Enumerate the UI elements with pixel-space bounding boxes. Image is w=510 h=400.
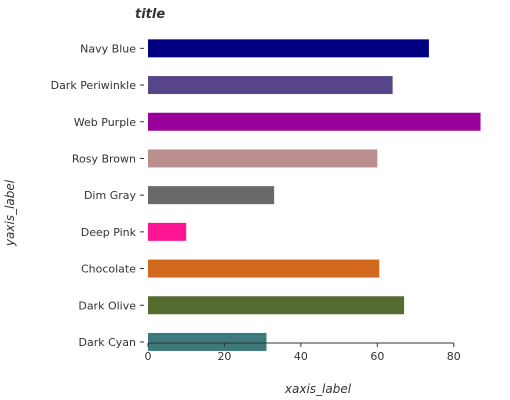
y-tick-label: Rosy Brown [72, 152, 136, 165]
x-tick-label: 20 [217, 350, 231, 363]
y-tick-label: Dark Cyan [78, 336, 136, 349]
chart-title: title [135, 7, 165, 22]
y-tick-label: Dark Periwinkle [51, 79, 137, 92]
bar-web-purple [148, 112, 481, 131]
x-axis-title: xaxis_label [284, 382, 352, 396]
bar-dark-cyan [148, 332, 267, 351]
x-axis: 0 20 40 60 80 [145, 342, 461, 363]
bars [148, 39, 481, 351]
y-tick-label: Web Purple [74, 116, 136, 129]
x-tick-label: 60 [370, 350, 384, 363]
bar-dark-periwinkle [148, 76, 393, 95]
y-tick-label: Deep Pink [81, 226, 137, 239]
y-axis-tick-labels: Dark Cyan Dark Olive Chocolate Deep Pink Dim… [51, 42, 144, 349]
bar-chocolate [148, 259, 380, 278]
y-axis-title: yaxis_label [3, 179, 17, 247]
bar-dark-olive [148, 296, 405, 315]
bar-navy-blue [148, 39, 429, 58]
bar-dim-gray [148, 186, 275, 205]
y-tick-label: Dark Olive [78, 299, 136, 312]
x-tick-label: 40 [294, 350, 308, 363]
bar-deep-pink [148, 222, 187, 241]
y-tick-label: Navy Blue [80, 42, 136, 55]
y-tick-label: Chocolate [81, 263, 136, 276]
x-tick-label: 0 [145, 350, 152, 363]
bar-rosy-brown [148, 149, 378, 168]
y-tick-label: Dim Gray [84, 189, 137, 202]
x-tick-label: 80 [447, 350, 461, 363]
